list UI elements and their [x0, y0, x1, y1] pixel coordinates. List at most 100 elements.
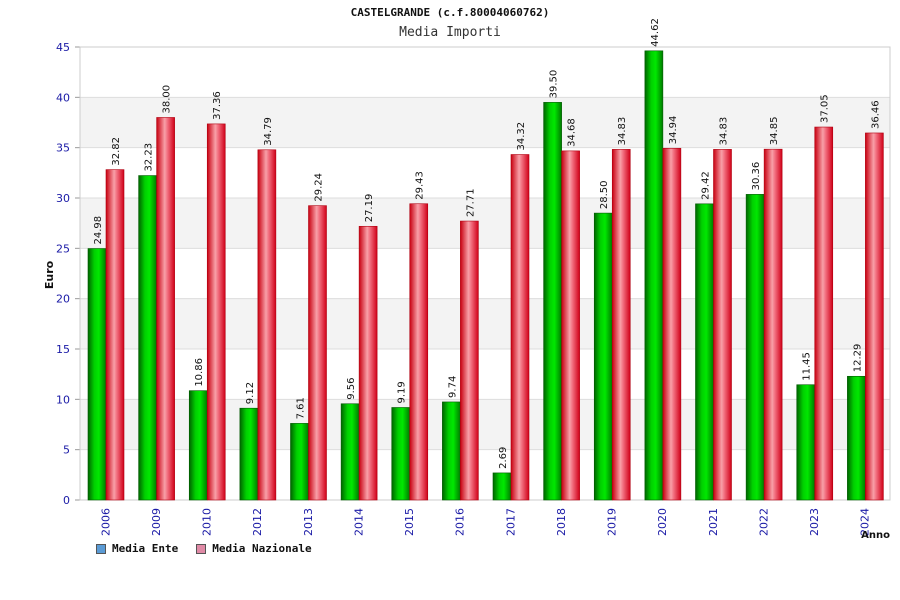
- legend-label-nazionale: Media Nazionale: [212, 542, 312, 555]
- data-label-nazionale: 34.94: [668, 116, 679, 145]
- bar-ente: [188, 390, 208, 501]
- bar-ente: [796, 384, 816, 501]
- bar-nazionale: [257, 149, 277, 501]
- x-tick-label: 2024: [859, 508, 872, 536]
- data-label-nazionale: 34.32: [516, 122, 527, 151]
- data-label-nazionale: 38.00: [162, 85, 173, 114]
- y-tick-label: 20: [56, 293, 70, 306]
- bar-ente: [644, 50, 664, 501]
- data-label-ente: 9.74: [447, 376, 458, 398]
- x-tick-label: 2012: [251, 508, 264, 536]
- x-tick-label: 2015: [403, 508, 416, 536]
- bar-nazionale: [409, 203, 429, 501]
- bar-ente: [593, 212, 613, 501]
- bar-ente: [543, 102, 562, 501]
- bar-nazionale: [814, 126, 834, 501]
- chart-subtitle: Media Importi: [399, 25, 501, 40]
- bar-ente: [695, 203, 714, 501]
- data-label-nazionale: 36.46: [870, 100, 881, 129]
- x-tick-label: 2023: [808, 508, 821, 536]
- bar-nazionale: [358, 225, 378, 501]
- y-tick-label: 15: [56, 343, 70, 356]
- data-label-ente: 7.61: [296, 397, 307, 419]
- data-label-nazionale: 29.24: [314, 173, 325, 202]
- data-label-nazionale: 29.43: [415, 171, 426, 200]
- bar-ente: [340, 403, 360, 501]
- bar-nazionale: [713, 149, 732, 501]
- bar-ente: [745, 194, 765, 501]
- y-tick-label: 10: [56, 393, 70, 406]
- bar-ente: [847, 375, 866, 501]
- bar-nazionale: [561, 150, 580, 501]
- bar-ente: [290, 423, 309, 501]
- x-tick-label: 2022: [757, 508, 770, 536]
- bar-nazionale: [611, 149, 631, 501]
- y-tick-label: 0: [63, 494, 70, 507]
- data-label-ente: 12.29: [852, 344, 863, 373]
- legend-item-ente: Media Ente: [96, 542, 178, 555]
- bar-nazionale: [308, 205, 327, 501]
- x-tick-label: 2018: [555, 508, 568, 536]
- data-label-nazionale: 27.19: [364, 194, 375, 223]
- legend: Media Ente Media Nazionale: [96, 542, 312, 555]
- data-label-ente: 28.50: [599, 180, 610, 209]
- x-tick-label: 2019: [606, 508, 619, 536]
- y-tick-label: 45: [56, 41, 70, 54]
- legend-swatch-ente: [96, 543, 106, 554]
- y-tick-label: 40: [56, 91, 70, 104]
- data-label-ente: 32.23: [144, 143, 155, 172]
- legend-label-ente: Media Ente: [112, 542, 179, 555]
- bar-nazionale: [105, 169, 125, 501]
- bar-nazionale: [763, 148, 783, 501]
- data-label-ente: 29.42: [701, 171, 712, 200]
- data-label-ente: 24.98: [93, 216, 104, 245]
- x-tick-label: 2014: [352, 508, 365, 536]
- bar-nazionale: [510, 154, 530, 501]
- bar-nazionale: [206, 123, 226, 501]
- data-label-ente: 39.50: [549, 70, 560, 99]
- bar-ente: [87, 248, 107, 501]
- data-label-ente: 9.19: [397, 381, 408, 403]
- data-label-nazionale: 37.05: [820, 94, 831, 123]
- bar-nazionale: [662, 147, 682, 501]
- data-label-ente: 30.36: [751, 162, 762, 191]
- data-label-ente: 9.56: [346, 377, 357, 399]
- chart-title: CASTELGRANDE (c.f.80004060762): [350, 6, 550, 19]
- data-label-nazionale: 34.85: [769, 117, 780, 146]
- data-label-ente: 2.69: [498, 447, 509, 469]
- legend-item-nazionale: Media Nazionale: [196, 542, 312, 555]
- bar-ente: [391, 407, 411, 501]
- plot-frame: [79, 46, 891, 501]
- x-tick-label: 2020: [656, 508, 669, 536]
- bar-nazionale: [156, 117, 175, 501]
- bar-ente: [239, 407, 259, 501]
- y-tick-label: 25: [56, 242, 70, 255]
- y-tick-label: 30: [56, 192, 70, 205]
- bar-nazionale: [460, 220, 479, 501]
- data-label-ente: 11.45: [802, 352, 813, 381]
- y-tick-label: 5: [63, 444, 70, 457]
- data-label-nazionale: 37.36: [212, 91, 223, 120]
- y-axis-label: Euro: [43, 260, 56, 289]
- x-tick-label: 2013: [302, 508, 315, 536]
- legend-swatch-nazionale: [196, 543, 207, 554]
- bar-ente: [138, 175, 157, 501]
- bar-nazionale: [865, 132, 884, 501]
- x-tick-label: 2016: [454, 508, 467, 536]
- x-axis-label: Anno: [861, 530, 890, 541]
- bar-ente: [492, 472, 512, 501]
- data-label-nazionale: 34.83: [617, 117, 628, 146]
- x-tick-label: 2009: [150, 508, 163, 536]
- x-tick-label: 2006: [99, 508, 112, 536]
- data-label-ente: 44.62: [650, 18, 661, 47]
- data-label-nazionale: 32.82: [111, 137, 122, 166]
- x-tick-label: 2021: [707, 508, 720, 536]
- data-label-ente: 9.12: [245, 382, 256, 404]
- bar-ente: [442, 401, 461, 501]
- data-label-nazionale: 34.79: [263, 117, 274, 146]
- x-tick-label: 2010: [201, 508, 214, 536]
- data-label-nazionale: 34.83: [719, 117, 730, 146]
- data-label-nazionale: 34.68: [567, 118, 578, 147]
- x-tick-label: 2017: [504, 508, 517, 536]
